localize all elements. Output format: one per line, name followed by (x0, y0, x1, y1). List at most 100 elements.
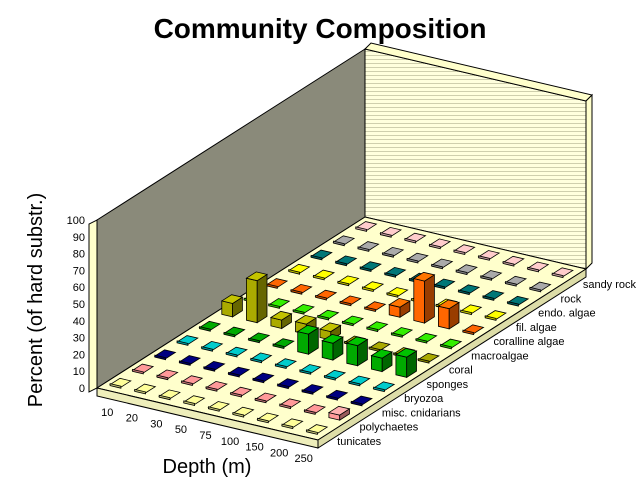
bar (256, 412, 280, 424)
bar (254, 392, 277, 404)
bar (200, 340, 224, 352)
bar (231, 406, 255, 418)
bar (484, 310, 507, 321)
bar (155, 369, 179, 381)
bar (379, 226, 403, 238)
depth-tick-label: rock (561, 293, 582, 305)
bar (296, 324, 320, 356)
x-tick-label: 30 (150, 418, 162, 430)
bar (325, 389, 349, 401)
bar (276, 378, 300, 390)
bar (323, 369, 347, 381)
bar (354, 221, 378, 232)
depth-tick-label: bryozoa (404, 393, 444, 405)
back-wall-side (585, 93, 593, 271)
bar (403, 232, 427, 244)
bar (278, 398, 302, 410)
bar (292, 303, 315, 315)
bar (345, 336, 369, 367)
depth-tick-label: tunicates (337, 436, 382, 448)
bar (205, 380, 228, 392)
z-tick-label: 100 (67, 215, 85, 227)
bar (198, 320, 222, 332)
bar (336, 275, 360, 287)
bar (305, 424, 329, 435)
bar (356, 241, 380, 252)
bar (272, 338, 295, 350)
depth-axis-ticks: tunicates polychaetes misc. cnidarians bryo… (337, 279, 636, 448)
bar (457, 284, 481, 296)
bar (158, 389, 181, 401)
bar (339, 295, 362, 307)
bar (178, 355, 202, 366)
chart-walls (88, 42, 593, 393)
depth-tick-label: misc. cnidarians (382, 407, 461, 419)
floor-side-edge (317, 268, 587, 449)
bar (153, 349, 177, 361)
bar (430, 258, 454, 270)
z-tick-label: 90 (73, 232, 85, 244)
x-tick-label: 100 (221, 436, 239, 448)
bar (406, 252, 429, 264)
bar (274, 358, 298, 370)
bars (109, 221, 574, 435)
bar (359, 261, 382, 273)
bar (312, 269, 336, 281)
bar (314, 289, 338, 301)
bar (131, 363, 155, 375)
depth-tick-label: polychaetes (360, 422, 419, 434)
bar (251, 372, 275, 384)
depth-tick-label: endo. algae (538, 308, 596, 320)
bar (481, 290, 505, 301)
bar (332, 235, 356, 247)
bar (385, 287, 409, 298)
bar (316, 309, 340, 321)
bar (245, 271, 269, 324)
z-tick-label: 30 (73, 333, 85, 345)
x-tick-label: 200 (270, 447, 288, 459)
z-tick-label: 70 (73, 265, 85, 277)
z-tick-label: 0 (79, 383, 85, 395)
bar (528, 281, 552, 293)
bar (269, 310, 293, 330)
x-axis-title: Depth (m) (163, 456, 252, 478)
bar (249, 352, 273, 364)
bar (310, 249, 333, 261)
bar (182, 395, 206, 407)
bar (526, 261, 550, 273)
bar (381, 246, 405, 258)
z-axis-ticks: 0 10 20 30 40 50 60 70 80 90 100 (67, 215, 85, 395)
bar (350, 395, 373, 407)
bar (347, 375, 371, 387)
x-tick-label: 20 (126, 413, 138, 425)
bar (506, 295, 530, 307)
bar (229, 386, 253, 398)
bar (370, 348, 394, 373)
bar (459, 304, 483, 316)
bar (452, 244, 476, 256)
bar (341, 315, 365, 327)
bar (289, 283, 313, 295)
x-tick-label: 50 (175, 424, 187, 436)
chart-title: Community Composition (154, 13, 487, 44)
bar (368, 341, 391, 353)
bar (202, 360, 226, 372)
bar (207, 401, 231, 412)
x-tick-label: 150 (245, 442, 263, 454)
depth-tick-label: macroalgae (471, 350, 528, 362)
z-tick-label: 10 (73, 366, 85, 378)
bar (504, 275, 528, 287)
bar (412, 271, 436, 324)
bar (298, 364, 322, 375)
bar (432, 278, 456, 290)
bar (303, 404, 327, 415)
bar (225, 346, 248, 358)
bar (437, 299, 461, 330)
bar (361, 281, 385, 293)
bar (502, 255, 525, 267)
bar (477, 250, 501, 261)
bar (334, 255, 358, 267)
left-wall-edge (88, 219, 98, 393)
depth-tick-label: sponges (427, 379, 469, 391)
bar (220, 294, 244, 318)
